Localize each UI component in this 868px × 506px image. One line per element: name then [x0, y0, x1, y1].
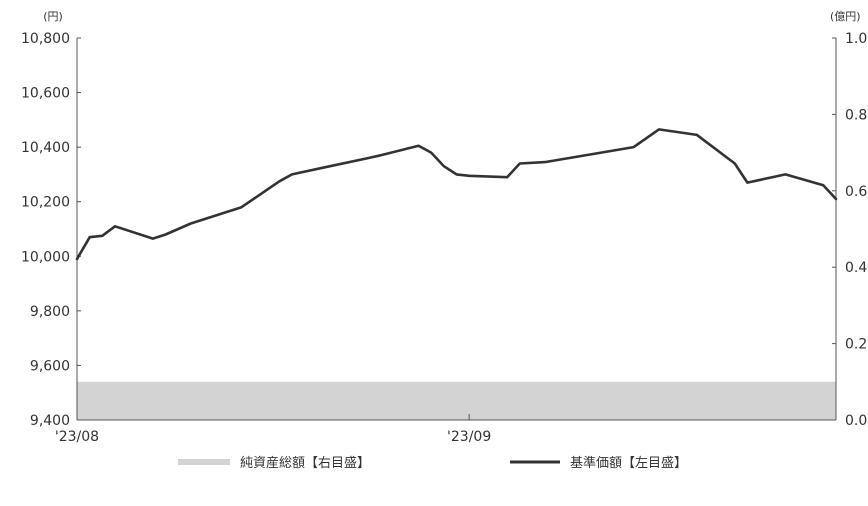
right-tick-label: 0.0 [845, 413, 867, 429]
legend-label-nav: 基準価額【左目盛】 [570, 455, 687, 471]
left-unit-label: (円) [43, 10, 63, 23]
left-tick-label: 9,800 [30, 304, 70, 320]
x-tick-label: '23/09 [447, 429, 491, 445]
x-tick-label: '23/08 [55, 429, 99, 445]
right-tick-label: 0.2 [845, 337, 867, 353]
right-tick-label: 0.6 [845, 184, 867, 200]
left-tick-label: 10,200 [21, 195, 70, 211]
net-assets-area [77, 382, 836, 420]
left-tick-label: 9,400 [30, 413, 70, 429]
legend-swatch-net-assets [178, 459, 230, 465]
axes-layer [77, 38, 836, 420]
right-tick-label: 0.8 [845, 107, 867, 123]
right-tick-label: 0.4 [845, 260, 867, 276]
line-layer [77, 129, 836, 259]
left-tick-label: 10,800 [21, 31, 70, 47]
area-layer [77, 382, 836, 420]
legend: 純資産総額【右目盛】 基準価額【左目盛】 [178, 455, 687, 471]
right-unit-label: (億円) [830, 10, 861, 23]
legend-label-net-assets: 純資産総額【右目盛】 [240, 455, 370, 471]
left-tick-label: 10,600 [21, 86, 70, 102]
left-tick-label: 10,400 [21, 140, 70, 156]
right-tick-label: 1.0 [845, 31, 867, 47]
left-tick-label: 10,000 [21, 249, 70, 265]
nav-line [77, 129, 836, 259]
text-layer: 9,400 9,600 9,800 10,000 10,200 10,400 10,600 1… [21, 10, 867, 445]
left-tick-label: 9,600 [30, 358, 70, 374]
